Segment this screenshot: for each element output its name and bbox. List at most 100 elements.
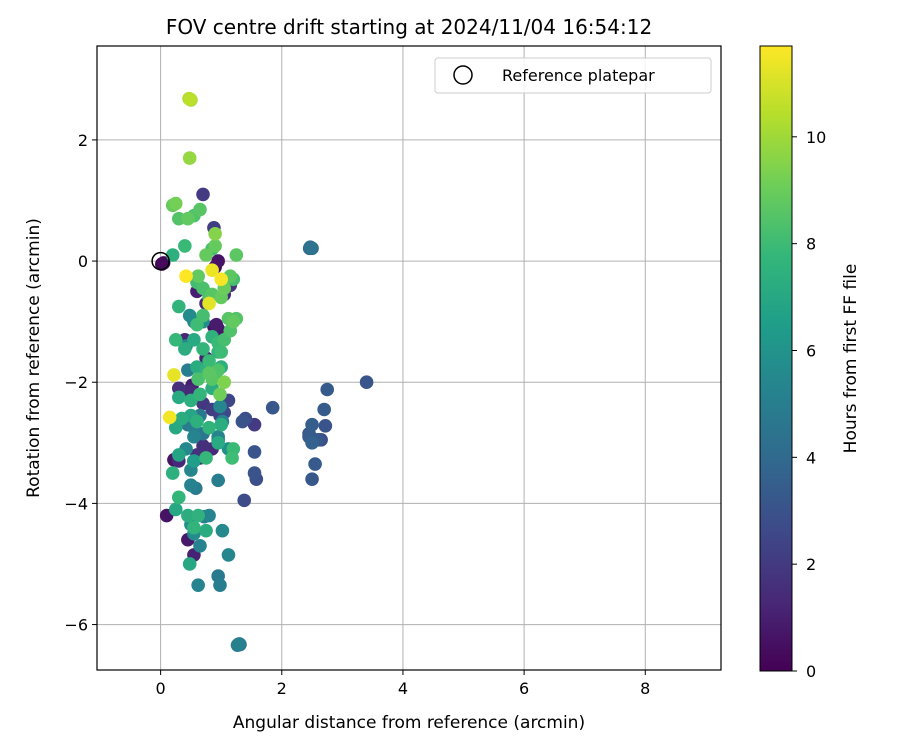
data-point <box>182 308 197 323</box>
data-point <box>187 454 201 468</box>
data-point <box>226 314 241 329</box>
data-point <box>182 557 197 571</box>
data-point <box>320 382 335 397</box>
data-point <box>168 196 183 211</box>
data-point <box>205 263 219 277</box>
axes: 0 2 4 6 8 −6 −4 −2 0 2 <box>64 45 722 698</box>
data-point <box>162 410 177 425</box>
data-point <box>171 448 186 462</box>
data-point <box>208 227 222 241</box>
legend: Reference platepar <box>434 57 712 94</box>
data-point <box>308 457 322 471</box>
colorbar-gradient <box>759 45 793 672</box>
data-point <box>167 368 181 382</box>
data-point <box>193 539 207 553</box>
data-point <box>184 478 198 493</box>
data-point <box>196 308 210 323</box>
data-point <box>196 187 210 202</box>
colorbar-tick-label: 10 <box>806 128 826 147</box>
data-point <box>191 578 205 592</box>
data-point <box>175 411 189 426</box>
data-point <box>214 272 228 287</box>
data-point <box>191 372 205 387</box>
x-tick-label: 2 <box>277 679 287 698</box>
data-point <box>213 387 227 402</box>
x-tick-label: 0 <box>156 679 166 698</box>
data-point <box>178 239 192 253</box>
data-point <box>214 345 228 359</box>
y-tick-label: −4 <box>64 494 88 513</box>
colorbar-tick-label: 2 <box>806 555 816 574</box>
data-point <box>165 248 180 262</box>
y-tick-label: −6 <box>64 616 88 635</box>
data-point <box>193 202 207 217</box>
data-point <box>187 333 201 347</box>
colorbar-ticks: 0 2 4 6 8 10 <box>792 128 826 681</box>
legend-box <box>434 57 712 94</box>
chart-title: FOV centre drift starting at 2024/11/04 … <box>166 15 652 39</box>
legend-marker-reference <box>453 65 473 85</box>
data-point <box>318 419 333 433</box>
data-point <box>305 436 319 450</box>
data-point <box>199 451 213 465</box>
reference-platepar-marker <box>151 251 170 271</box>
data-point <box>215 523 230 538</box>
data-point <box>181 211 195 226</box>
data-point <box>182 151 197 165</box>
data-point <box>217 375 232 390</box>
legend-label-reference: Reference platepar <box>502 66 655 85</box>
data-point <box>168 502 183 517</box>
data-point <box>317 402 331 417</box>
data-point <box>199 523 213 538</box>
y-axis-label: Rotation from reference (arcmin) <box>24 218 44 498</box>
data-point <box>247 445 262 459</box>
data-point <box>225 451 239 465</box>
data-point <box>304 240 318 255</box>
data-point <box>202 296 216 311</box>
data-point <box>359 375 374 390</box>
data-point <box>187 520 201 535</box>
data-point <box>181 508 195 523</box>
data-point <box>202 354 216 368</box>
x-tick-label: 8 <box>640 679 650 698</box>
data-point <box>193 387 207 402</box>
data-point <box>202 508 216 523</box>
x-axis-label: Angular distance from reference (arcmin) <box>233 713 585 733</box>
x-tick-label: 4 <box>398 679 408 698</box>
data-point <box>237 493 252 508</box>
data-point <box>305 417 319 432</box>
data-point <box>231 637 246 652</box>
data-point <box>168 333 183 347</box>
data-point <box>171 490 186 505</box>
data-point <box>183 92 198 107</box>
grid <box>97 46 721 670</box>
data-point <box>187 429 201 444</box>
colorbar: 0 2 4 6 8 10 Hours from first FF file <box>759 45 861 681</box>
y-tick-label: −2 <box>64 373 88 392</box>
y-tick-label: 2 <box>78 131 88 150</box>
data-point <box>265 400 280 415</box>
data-point <box>191 269 205 284</box>
data-point <box>235 414 250 429</box>
data-point <box>209 317 224 332</box>
data-point <box>247 466 262 480</box>
colorbar-tick-label: 0 <box>806 662 816 681</box>
data-point <box>202 366 216 380</box>
data-point <box>214 417 228 432</box>
data-point <box>196 342 210 356</box>
y-tick-label: 0 <box>78 252 88 271</box>
data-point <box>305 472 319 486</box>
data-point <box>179 269 193 284</box>
data-point <box>171 390 186 405</box>
data-point <box>199 248 213 262</box>
data-point <box>229 248 244 262</box>
data-point <box>213 399 227 414</box>
scatter-points <box>151 91 374 652</box>
data-point <box>178 342 192 356</box>
colorbar-tick-label: 6 <box>806 341 816 360</box>
colorbar-tick-label: 4 <box>806 448 816 467</box>
data-point <box>202 420 216 435</box>
data-point <box>165 466 180 480</box>
colorbar-label: Hours from first FF file <box>841 264 861 454</box>
